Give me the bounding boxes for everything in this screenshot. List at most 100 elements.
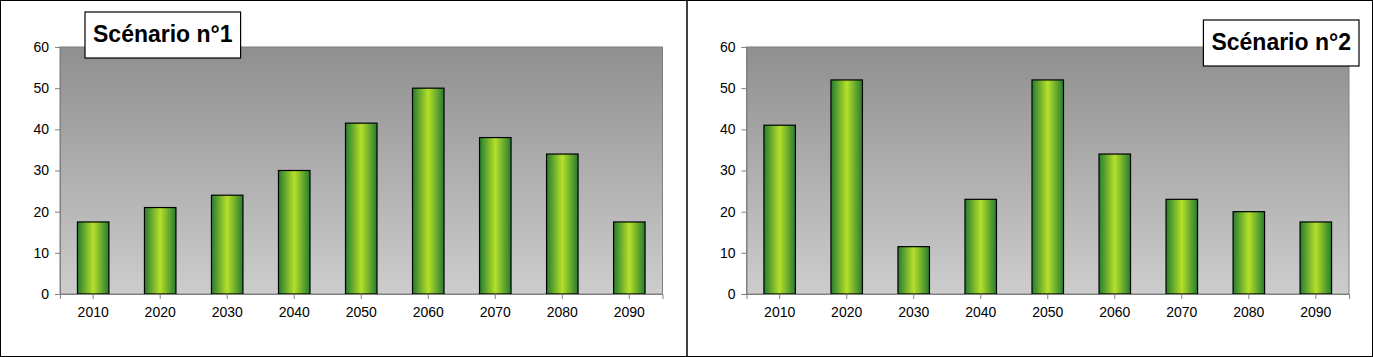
chart-panel: 0102030405060201020202030204020502060207… xyxy=(720,39,1350,320)
x-tick: 2050 xyxy=(1032,294,1063,320)
x-tick-label: 2010 xyxy=(764,304,795,320)
x-tick-label: 2070 xyxy=(480,304,511,320)
x-tick-label: 2080 xyxy=(1233,304,1264,320)
x-axis: 2010 2020 2030 2040 2050 2060 2070 2080 2090 xyxy=(747,294,1350,320)
x-tick: 2050 xyxy=(346,294,377,320)
y-axis: 0 10 20 30 40 50 60 xyxy=(33,39,60,302)
y-tick-label: 30 xyxy=(33,162,49,178)
panel-divider xyxy=(686,0,688,357)
x-tick-mark xyxy=(495,294,496,299)
y-axis-line xyxy=(55,48,61,295)
y-tick-label: 10 xyxy=(720,245,736,261)
x-tick: 2030 xyxy=(898,294,929,320)
y-tick-mark xyxy=(55,47,60,48)
y-tick-mark xyxy=(55,129,60,130)
y-tick-label: 50 xyxy=(33,80,49,96)
bar xyxy=(211,195,242,294)
x-tick: 2010 xyxy=(78,294,109,320)
y-tick-mark xyxy=(742,212,747,213)
x-tick: 2040 xyxy=(279,294,310,320)
y-tick-mark xyxy=(742,47,747,48)
x-tick-label: 2030 xyxy=(212,304,243,320)
x-tick: 2080 xyxy=(1233,294,1264,320)
x-tick-mark xyxy=(779,294,780,299)
bar xyxy=(1166,199,1197,294)
y-tick: 60 xyxy=(33,39,60,55)
x-tick-label: 2030 xyxy=(898,304,929,320)
x-tick: 2070 xyxy=(1166,294,1197,320)
x-tick-label: 2060 xyxy=(1099,304,1130,320)
x-tick-label: 2060 xyxy=(413,304,444,320)
plot-area xyxy=(60,47,663,294)
bar xyxy=(413,88,444,294)
y-tick-mark xyxy=(742,129,747,130)
y-tick-label: 30 xyxy=(720,162,736,178)
x-tick-label: 2040 xyxy=(965,304,996,320)
y-tick-mark xyxy=(742,171,747,172)
x-tick-mark xyxy=(562,294,563,299)
x-tick: 2080 xyxy=(547,294,578,320)
x-tick: 2090 xyxy=(614,294,645,320)
bar xyxy=(547,154,578,294)
y-tick: 40 xyxy=(720,121,747,137)
x-tick-mark xyxy=(1114,294,1115,299)
y-tick-mark xyxy=(55,88,60,89)
title-box: Scénario n°1 xyxy=(85,12,241,58)
bar xyxy=(614,222,645,294)
x-tick-mark xyxy=(629,294,630,299)
x-tick-label: 2010 xyxy=(78,304,109,320)
y-tick: 60 xyxy=(720,39,747,55)
y-tick: 0 xyxy=(41,286,60,302)
y-tick-mark xyxy=(742,294,747,295)
y-tick-label: 0 xyxy=(728,286,736,302)
y-tick: 10 xyxy=(33,245,60,261)
chart-title: Scénario n°1 xyxy=(93,21,233,47)
x-tick-mark xyxy=(227,294,228,299)
chart-panel: 0102030405060201020202030204020502060207… xyxy=(33,39,663,320)
y-tick: 20 xyxy=(33,204,60,220)
bar xyxy=(1032,80,1063,294)
y-axis: 0 10 20 30 40 50 60 xyxy=(720,39,747,302)
y-tick: 50 xyxy=(720,80,747,96)
bar xyxy=(278,171,309,295)
x-tick: 2060 xyxy=(1099,294,1130,320)
y-tick-label: 20 xyxy=(720,204,736,220)
y-tick-label: 10 xyxy=(33,245,49,261)
bar xyxy=(77,222,108,294)
y-tick: 0 xyxy=(728,286,747,302)
x-tick-mark xyxy=(846,294,847,299)
x-axis-line xyxy=(747,295,1350,300)
y-tick-mark xyxy=(55,253,60,254)
y-tick-mark xyxy=(742,253,747,254)
x-tick: 2090 xyxy=(1300,294,1331,320)
x-tick-label: 2050 xyxy=(346,304,377,320)
y-tick: 40 xyxy=(33,121,60,137)
bar xyxy=(1233,212,1264,294)
y-tick-label: 60 xyxy=(720,39,736,55)
x-axis-line xyxy=(61,295,664,300)
bar xyxy=(144,208,175,294)
x-tick: 2010 xyxy=(764,294,795,320)
x-tick-mark xyxy=(913,294,914,299)
x-tick-label: 2040 xyxy=(279,304,310,320)
x-tick-label: 2020 xyxy=(145,304,176,320)
title-box: Scénario n°2 xyxy=(1203,20,1359,66)
bar xyxy=(1099,154,1130,294)
x-tick-label: 2020 xyxy=(831,304,862,320)
y-tick-label: 60 xyxy=(33,39,49,55)
x-tick-label: 2090 xyxy=(614,304,645,320)
y-tick-mark xyxy=(55,212,60,213)
x-tick-label: 2090 xyxy=(1300,304,1331,320)
x-tick-label: 2050 xyxy=(1032,304,1063,320)
bar xyxy=(831,80,862,294)
y-axis-line xyxy=(742,48,748,295)
x-tick-mark xyxy=(428,294,429,299)
bar xyxy=(898,247,929,294)
bar xyxy=(965,199,996,294)
bar xyxy=(764,125,795,294)
x-tick-label: 2070 xyxy=(1166,304,1197,320)
x-tick-mark xyxy=(160,294,161,299)
x-tick: 2060 xyxy=(413,294,444,320)
x-tick: 2040 xyxy=(965,294,996,320)
x-tick: 2020 xyxy=(831,294,862,320)
